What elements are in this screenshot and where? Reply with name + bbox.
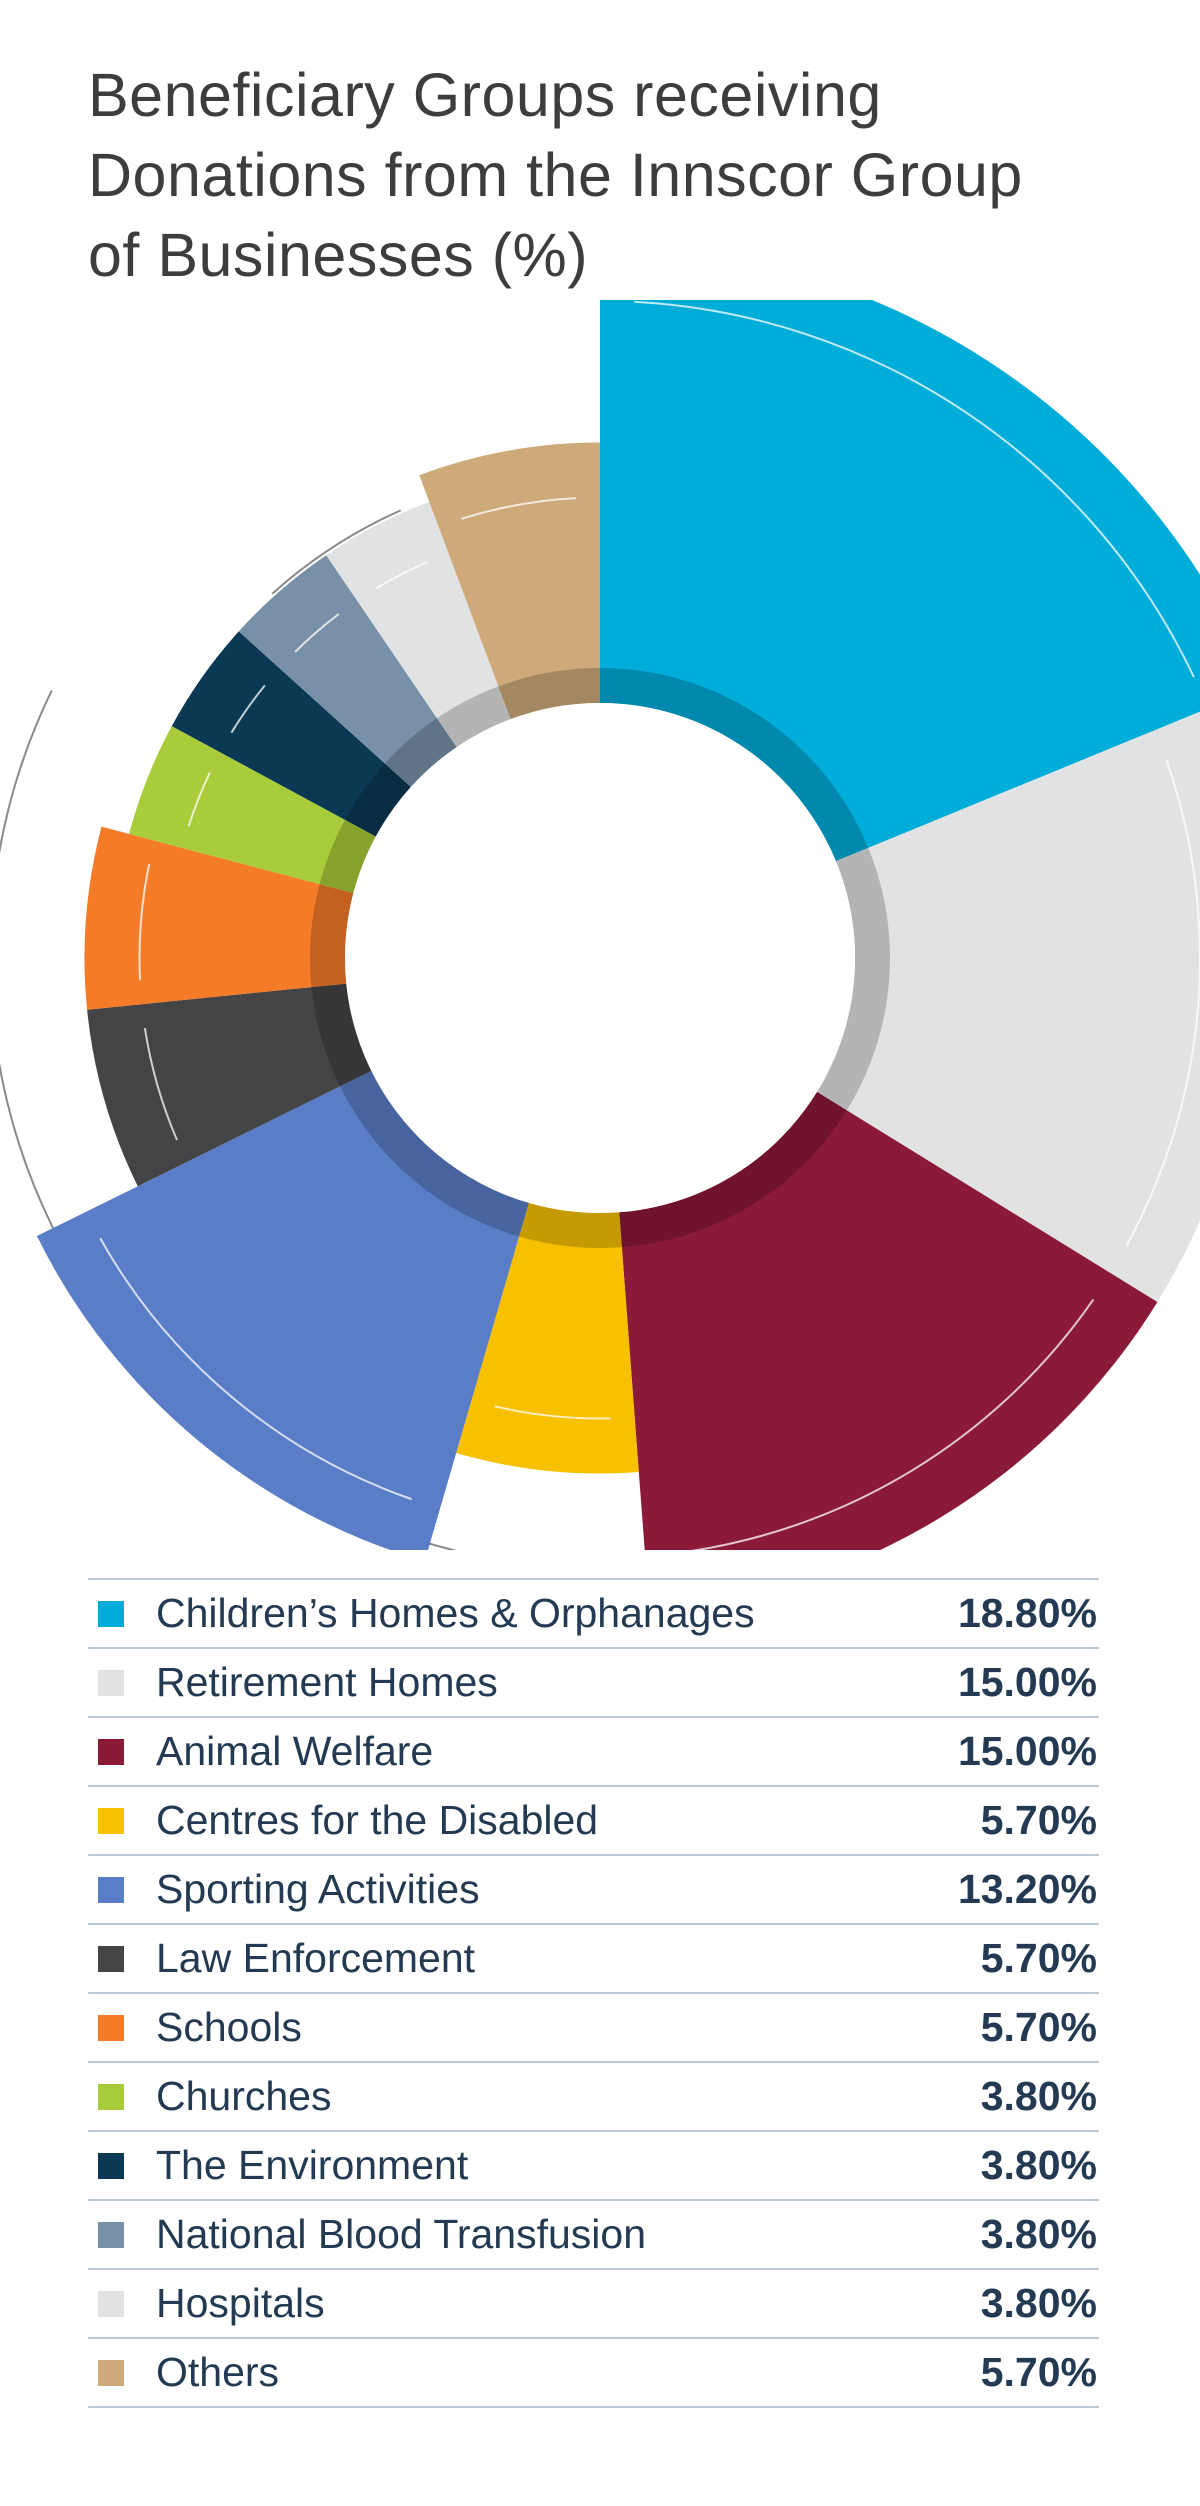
slice-inner-band bbox=[311, 983, 372, 1087]
radial-chart bbox=[0, 300, 1200, 1550]
legend-value: 5.70% bbox=[980, 1797, 1097, 1843]
legend-value: 5.70% bbox=[980, 1935, 1097, 1981]
slice-10 bbox=[238, 555, 457, 787]
slice-highlight bbox=[230, 684, 266, 734]
slice-inner-band bbox=[310, 884, 354, 988]
legend-swatch bbox=[98, 1807, 124, 1834]
legend-item: Children’s Homes & Orphanages 18.80% bbox=[88, 1580, 1099, 1649]
slice-3 bbox=[619, 1091, 1158, 1550]
legend-item: Churches 3.80% bbox=[88, 2063, 1099, 2132]
legend-swatch bbox=[98, 2359, 124, 2386]
legend-value: 3.80% bbox=[980, 2073, 1097, 2119]
slice-11 bbox=[326, 501, 511, 748]
slice-inner-band bbox=[344, 763, 411, 837]
slice-highlight bbox=[1125, 759, 1200, 1247]
legend-value: 3.80% bbox=[980, 2280, 1097, 2326]
slice-inner-band bbox=[600, 668, 869, 862]
legend-item: Retirement Homes 15.00% bbox=[88, 1649, 1099, 1718]
legend-swatch bbox=[98, 2014, 124, 2041]
legend-swatch bbox=[98, 2083, 124, 2110]
slice-inner-band bbox=[436, 686, 511, 748]
legend-label: Retirement Homes bbox=[156, 1659, 498, 1705]
legend-value: 18.80% bbox=[957, 1590, 1097, 1636]
slice-7 bbox=[84, 826, 354, 1010]
legend-value: 3.80% bbox=[980, 2142, 1097, 2188]
legend-item: Schools 5.70% bbox=[88, 1994, 1099, 2063]
slice-highlight bbox=[690, 1298, 1095, 1550]
legend-label: The Environment bbox=[156, 2142, 469, 2188]
legend-swatch bbox=[98, 1669, 124, 1696]
slice-highlight bbox=[294, 613, 340, 653]
slice-highlight bbox=[99, 1237, 412, 1501]
slice-highlight bbox=[138, 863, 151, 981]
decor-arc bbox=[271, 509, 402, 595]
legend-item: Law Enforcement 5.70% bbox=[88, 1925, 1099, 1994]
slice-inner-band bbox=[384, 718, 457, 787]
chart-slices bbox=[36, 300, 1200, 1550]
legend-value: 5.70% bbox=[980, 2004, 1097, 2050]
legend-label: Sporting Activities bbox=[156, 1866, 480, 1912]
chart-title-line-2: Donations from the Innscor Group bbox=[88, 141, 1023, 209]
slice-highlight bbox=[375, 560, 429, 590]
slice-inner-band bbox=[319, 819, 376, 894]
legend-value: 13.20% bbox=[957, 1866, 1097, 1912]
legend-swatch bbox=[98, 2290, 124, 2317]
slice-1 bbox=[600, 300, 1200, 862]
legend-value: 15.00% bbox=[957, 1728, 1097, 1774]
legend-swatch bbox=[98, 1600, 124, 1627]
chart-title: Beneficiary Groups receiving Donations f… bbox=[88, 55, 1128, 295]
legend-item: Hospitals 3.80% bbox=[88, 2270, 1099, 2339]
slice-inner-band bbox=[817, 847, 890, 1111]
legend-swatch bbox=[98, 1876, 124, 1903]
legend-swatch bbox=[98, 2152, 124, 2179]
legend-label: Others bbox=[156, 2349, 280, 2395]
slice-highlight bbox=[494, 1405, 611, 1420]
legend-item: The Environment 3.80% bbox=[88, 2132, 1099, 2201]
slice-12 bbox=[419, 442, 600, 720]
legend-label: Animal Welfare bbox=[156, 1728, 434, 1774]
legend-label: Schools bbox=[156, 2004, 302, 2050]
slice-inner-band bbox=[498, 668, 600, 720]
chart-title-line-1: Beneficiary Groups receiving bbox=[88, 61, 882, 129]
chart-title-line-3: of Businesses (%) bbox=[88, 221, 589, 289]
legend-item: Centres for the Disabled 5.70% bbox=[88, 1787, 1099, 1856]
legend-value: 3.80% bbox=[980, 2211, 1097, 2257]
slice-8 bbox=[129, 726, 376, 894]
legend-value: 15.00% bbox=[957, 1659, 1097, 1705]
legend-label: Hospitals bbox=[156, 2280, 325, 2326]
donut-hole bbox=[345, 703, 855, 1213]
legend-label: Centres for the Disabled bbox=[156, 1797, 599, 1843]
legend-label: Children’s Homes & Orphanages bbox=[156, 1590, 755, 1636]
slice-2 bbox=[817, 711, 1200, 1302]
legend-label: Law Enforcement bbox=[156, 1935, 476, 1981]
slice-highlight bbox=[143, 1027, 178, 1141]
slice-4 bbox=[456, 1202, 639, 1474]
slice-highlight bbox=[187, 771, 211, 827]
legend-swatch bbox=[98, 1738, 124, 1765]
legend-item: Others 5.70% bbox=[88, 2339, 1099, 2408]
slice-9 bbox=[171, 631, 411, 837]
legend-swatch bbox=[98, 1945, 124, 1972]
slice-inner-band bbox=[519, 1202, 622, 1248]
legend-swatch bbox=[98, 2221, 124, 2248]
legend-item: Sporting Activities 13.20% bbox=[88, 1856, 1099, 1925]
legend-item: National Blood Transfusion 3.80% bbox=[88, 2201, 1099, 2270]
legend-label: National Blood Transfusion bbox=[156, 2211, 647, 2257]
legend: Children’s Homes & Orphanages 18.80% Retir… bbox=[88, 1578, 1099, 2408]
legend-value: 5.70% bbox=[980, 2349, 1097, 2395]
slice-inner-band bbox=[619, 1091, 847, 1248]
slice-inner-band bbox=[339, 1070, 529, 1237]
slice-highlight bbox=[461, 497, 576, 520]
slice-highlight bbox=[634, 300, 1195, 678]
legend-label: Churches bbox=[156, 2073, 332, 2119]
slice-6 bbox=[87, 983, 372, 1187]
legend-item: Animal Welfare 15.00% bbox=[88, 1718, 1099, 1787]
slice-5 bbox=[36, 1070, 529, 1550]
